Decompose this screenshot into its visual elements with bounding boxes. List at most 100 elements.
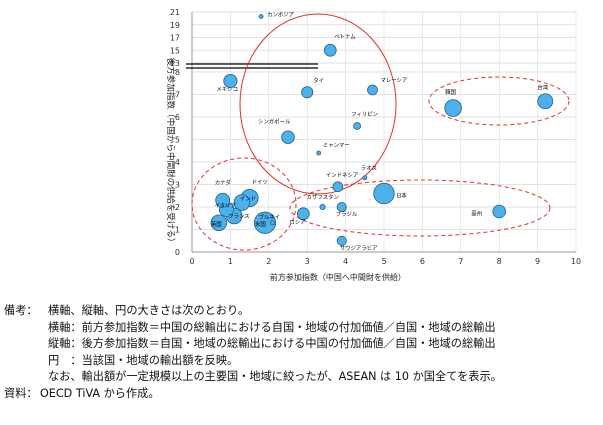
bubble-label-ドイツ: ドイツ (252, 180, 268, 186)
bubble-label-米国: 米国 (255, 220, 266, 228)
note-line-3: 縦軸：後方参加指数＝自国・地域の総輸出における中国の付加価値／自国・地域の総輸出 (4, 336, 600, 353)
bubble-label-ロシア: ロシア (289, 219, 305, 226)
bubble-インド (233, 194, 251, 211)
bubble-label-英国: 英国 (211, 220, 222, 228)
x-tick-label: 5 (381, 257, 386, 266)
x-tick-label: 3 (305, 257, 310, 266)
bubble-シンガポール (281, 130, 295, 145)
group-ellipse-asia (239, 13, 397, 195)
bubble-layer (210, 14, 554, 246)
bubble-label-タイ: タイ (313, 76, 324, 84)
note-line-2: 横軸：前方参加指数＝中国の総輸出における自国・地域の付加価値／自国・地域の総輸出 (4, 320, 600, 337)
bubble-label-カナダ: カナダ (215, 178, 232, 186)
bubble-マレーシア (367, 84, 378, 96)
bubble-label-ブルネイ: ブルネイ (259, 213, 281, 221)
group-ellipse-europe (191, 157, 297, 251)
x-tick-label: 10 (571, 257, 581, 266)
y-tick-label: 17 (170, 34, 180, 43)
notes-key: 備考： (4, 304, 38, 317)
bubble-ラオス (362, 175, 368, 181)
bubble-label-カザフスタン: カザフスタン (307, 193, 339, 201)
bubble-ブラジル (336, 201, 347, 213)
note-text-2: 横軸：前方参加指数＝中国の総輸出における自国・地域の付加価値／自国・地域の総輸出 (48, 320, 496, 334)
y-tick-label: 2 (175, 203, 180, 212)
bubble-label-ミャンマー: ミャンマー (323, 142, 350, 149)
bubble-豪州 (492, 204, 506, 219)
x-tick-label: 2 (266, 257, 271, 266)
x-tick-label: 9 (535, 257, 540, 266)
y-tick-label: 3 (175, 181, 180, 190)
bubble-韓国 (444, 99, 462, 117)
y-tick-label: 0 (175, 248, 180, 257)
bubble-英国 (210, 214, 228, 232)
x-tick-label: 4 (343, 257, 348, 266)
bubble-ベトナム (323, 43, 337, 57)
note-text-3: 縦軸：後方参加指数＝自国・地域の総輸出における中国の付加価値／自国・地域の総輸出 (48, 337, 496, 351)
bubble-label-ブラジル: ブラジル (336, 210, 358, 218)
x-tick-label: 0 (189, 257, 194, 266)
bubble-フィリピン (353, 122, 362, 130)
bubble-chart: 8 7 6 5 4 3 2 1 0 21 19 17 15 13 0 1 2 3 4 5 6 7 8 9 10 前方参加指数（中国… (165, 8, 581, 282)
y-tick-label: 6 (175, 113, 180, 122)
y-tick-label: 13 (170, 59, 180, 68)
y-tick-label: 21 (170, 8, 180, 17)
notes: 備考： 横軸、縦軸、円の大きさは次のとおり。 横軸：前方参加指数＝中国の総輸出にお… (4, 303, 600, 403)
y-tick-label: 8 (175, 68, 180, 77)
group-ellipse-kr-tw (428, 76, 570, 126)
bubble-タイ (301, 86, 314, 99)
source-line: 資料： OECD TiVA から作成。 (4, 386, 600, 403)
y-tick-label: 19 (170, 21, 180, 30)
x-tick-label: 1 (228, 257, 233, 266)
note-text-5: なお、輸出額が一定規模以上の主要国・地域に絞ったが、ASEAN は 10 か国全… (48, 370, 502, 384)
bubble-カザフスタン (319, 203, 326, 211)
ellipse-layer (191, 13, 570, 251)
bubble-メキシコ (223, 73, 238, 89)
bubble-label-ラオス: ラオス (361, 165, 377, 172)
bubble-label-サウジアラビア: サウジアラビア (340, 244, 378, 252)
bubble-米国 (253, 211, 277, 234)
y-tick-label: 15 (170, 46, 180, 55)
bubble-ミャンマー (316, 150, 322, 156)
y-axis-title: 後方参加指数（中国から中間財の供給を受ける） (165, 57, 177, 246)
x-tick-label: 8 (497, 257, 502, 266)
y-tick-label: 4 (175, 158, 180, 167)
bubble-label-フランス: フランス (228, 213, 249, 220)
note-text-4: 円 ：当該国・地域の輸出額を反映。 (48, 353, 239, 367)
note-text-1: 横軸、縦軸、円の大きさは次のとおり。 (48, 304, 250, 317)
bubble-日本 (373, 182, 395, 205)
y-tick-label: 7 (175, 91, 180, 100)
bubble-label-マレーシア: マレーシア (380, 77, 407, 84)
bubble-label-シンガポール: シンガポール (258, 117, 291, 125)
note-line-5: なお、輸出額が一定規模以上の主要国・地域に絞ったが、ASEAN は 10 か国全… (4, 369, 600, 386)
bubble-label-日本: 日本 (396, 192, 407, 200)
bubble-label-インド: インド (240, 197, 256, 203)
note-line-4: 円 ：当該国・地域の輸出額を反映。 (4, 353, 600, 370)
x-tick-label: 7 (458, 257, 463, 266)
bubble-label-台湾: 台湾 (537, 83, 548, 91)
bubble-ブルネイ (270, 220, 276, 226)
x-axis-title: 前方参加指数（中国へ中間財を供給） (270, 272, 406, 282)
note-line-1: 備考： 横軸、縦軸、円の大きさは次のとおり。 (4, 303, 600, 320)
bubble-label-メキシコ: メキシコ (216, 86, 238, 93)
bubble-label-イタリア: イタリア (215, 201, 236, 209)
bubble-台湾 (537, 93, 554, 110)
bubble-label-ベトナム: ベトナム (334, 33, 356, 40)
bubble-label-カンボジア: カンボジア (267, 10, 294, 18)
x-tick-label: 6 (420, 257, 425, 266)
source-text: OECD TiVA から作成。 (40, 386, 160, 400)
y-tick-label: 5 (175, 136, 180, 145)
bubble-label-韓国: 韓国 (445, 88, 456, 96)
bubble-label-フィリピン: フィリピン (351, 111, 378, 118)
bubble-サウジアラビア (336, 235, 347, 246)
source-key: 資料： (4, 386, 38, 400)
bubble-label-インドネシア: インドネシア (326, 172, 358, 179)
bubble-label-豪州: 豪州 (471, 210, 482, 218)
bubble-ロシア (297, 207, 310, 221)
y-tick-label: 1 (175, 226, 180, 235)
bubble-カンボジア (258, 14, 264, 19)
bubble-カナダ (215, 192, 231, 208)
group-ellipse-resource (289, 179, 551, 237)
